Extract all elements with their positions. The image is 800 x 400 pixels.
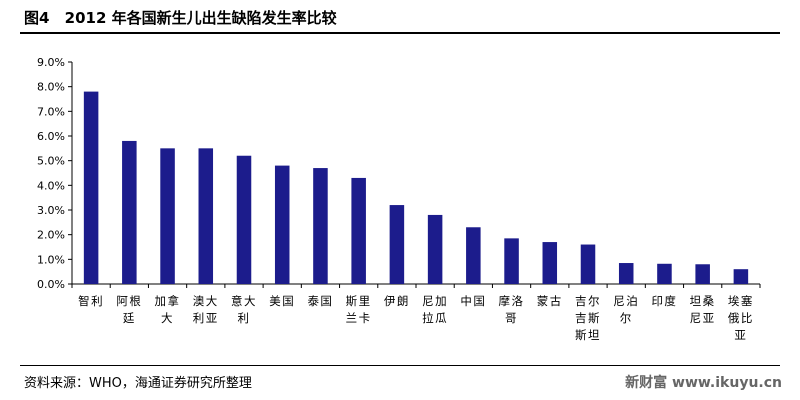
category-label: 伊朗 bbox=[384, 294, 410, 308]
category-label: 蒙古 bbox=[537, 294, 563, 308]
category-label: 埃塞 bbox=[728, 294, 754, 308]
y-tick-label: 9.0% bbox=[37, 56, 65, 69]
category-label: 中国 bbox=[460, 294, 486, 308]
category-label: 尼泊 bbox=[613, 294, 639, 308]
bar-阿根廷 bbox=[122, 140, 137, 284]
chart-title: 2012 年各国新生儿出生缺陷发生率比较 bbox=[64, 9, 337, 27]
category-label: 亚 bbox=[734, 328, 747, 342]
category-label: 印度 bbox=[651, 294, 677, 308]
bar-意大利 bbox=[236, 155, 252, 284]
figure-label: 图4 bbox=[24, 9, 50, 27]
bar-印度 bbox=[657, 263, 672, 284]
category-label: 阿根 bbox=[116, 294, 142, 308]
category-label: 大 bbox=[161, 311, 174, 325]
category-label: 俄比 bbox=[728, 311, 754, 325]
bar-智利 bbox=[83, 91, 99, 284]
category-label: 斯里 bbox=[346, 294, 372, 308]
category-label: 兰卡 bbox=[346, 311, 372, 325]
bar-加拿大 bbox=[160, 148, 175, 284]
category-label: 坦桑 bbox=[690, 294, 716, 308]
y-tick-label: 1.0% bbox=[37, 253, 65, 266]
bar-澳大利亚 bbox=[198, 148, 214, 284]
category-label: 吉斯 bbox=[575, 311, 601, 325]
bar-蒙古 bbox=[542, 242, 558, 284]
category-label: 摩洛 bbox=[499, 294, 525, 308]
bar-坦桑尼亚 bbox=[695, 264, 710, 284]
category-label: 利亚 bbox=[193, 311, 219, 325]
y-tick-label: 2.0% bbox=[37, 229, 65, 242]
category-label: 拉瓜 bbox=[422, 311, 448, 325]
y-tick-label: 3.0% bbox=[37, 204, 65, 217]
bar-埃塞俄比亚 bbox=[733, 269, 749, 284]
category-label: 尼加 bbox=[422, 294, 448, 308]
category-label: 意大 bbox=[231, 294, 257, 308]
category-label: 利 bbox=[238, 311, 251, 325]
axis-layer: 0.0% 1.0% 2.0% 3.0% 4.0% 5.0% 6.0% 7.0% 8.0% 9.0% bbox=[37, 56, 761, 291]
category-label: 尔 bbox=[620, 311, 633, 325]
category-label: 尼亚 bbox=[690, 311, 716, 325]
category-label: 美国 bbox=[269, 294, 295, 308]
bar-伊朗 bbox=[389, 205, 405, 284]
category-label: 廷 bbox=[123, 311, 136, 325]
bar-泰国 bbox=[313, 168, 328, 284]
y-tick-label: 6.0% bbox=[37, 130, 65, 143]
category-label: 智利 bbox=[78, 294, 104, 308]
category-label: 吉尔 bbox=[575, 294, 601, 308]
y-tick-label: 8.0% bbox=[37, 81, 65, 94]
y-tick-label: 5.0% bbox=[37, 155, 65, 168]
source-note: 资料来源：WHO，海通证券研究所整理 bbox=[20, 365, 780, 391]
y-tick-label: 0.0% bbox=[37, 278, 65, 291]
category-label: 加拿 bbox=[155, 294, 181, 308]
bar-吉尔吉斯斯坦 bbox=[580, 244, 596, 284]
bar-尼泊尔 bbox=[618, 263, 634, 284]
category-label: 泰国 bbox=[307, 294, 333, 308]
bar-layer bbox=[83, 91, 749, 284]
bar-斯里兰卡 bbox=[351, 177, 366, 284]
bar-中国 bbox=[466, 227, 481, 284]
y-tick-label: 7.0% bbox=[37, 105, 65, 118]
y-tick-label: 4.0% bbox=[37, 179, 65, 192]
bar-尼加拉瓜 bbox=[427, 214, 443, 284]
category-label: 斯坦 bbox=[575, 328, 601, 342]
category-label: 哥 bbox=[505, 311, 518, 325]
watermark: 新财富 www.ikuyu.cn bbox=[625, 375, 782, 391]
category-label: 澳大 bbox=[193, 294, 219, 308]
bar-摩洛哥 bbox=[504, 238, 519, 284]
bar-美国 bbox=[274, 165, 290, 284]
figure-title-bar: 图4 2012 年各国新生儿出生缺陷发生率比较 bbox=[20, 6, 780, 34]
